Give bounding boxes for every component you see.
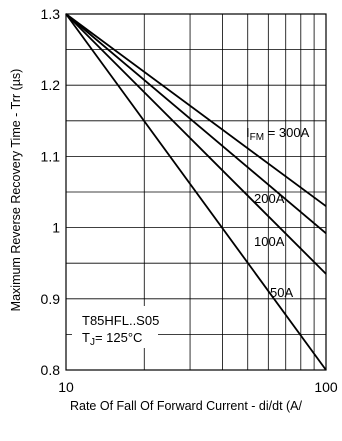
curve-labels: IFM = 300A 200A 100A 50A [246,125,310,300]
annotation-box [72,306,158,348]
y-tick-label: 1.2 [41,77,61,93]
tick-labels: 0.8 0.9 1 1.1 1.2 1.3 10 100 [41,6,338,395]
label-300a: IFM = 300A [246,125,310,143]
y-tick-label: 1.1 [41,148,61,164]
device-annotation: T85HFL..S05 TJ= 125°C [72,306,159,348]
y-tick-label: 0.8 [41,362,61,378]
label-50a: 50A [270,285,293,300]
series-line-50a [65,13,327,371]
y-axis-title: Maximum Reverse Recovery Time - Trr (µs) [9,69,23,312]
y-tick-label: 1.3 [41,6,61,22]
temp-suffix: = 125°C [95,330,142,345]
y-tick-label: 0.9 [41,291,61,307]
temp-sub: J [90,337,95,348]
temp-prefix: T [82,330,90,345]
x-tick-label: 10 [58,379,74,395]
series-line-100a [65,13,327,275]
y-tick-label: 1 [52,220,60,236]
label-200a: 200A [254,191,285,206]
series-line-300a [65,13,327,207]
label-300a-suffix: = 300A [264,125,310,140]
x-tick-label: 100 [314,379,338,395]
plot-frame [65,13,327,371]
series-line-200a [65,13,327,234]
curves [65,13,327,371]
label-100a: 100A [254,234,285,249]
label-300a-prefix: I [246,125,250,140]
temp-label: TJ= 125°C [82,330,142,348]
device-label: T85HFL..S05 [82,313,159,328]
label-300a-sub: FM [250,132,264,143]
x-axis-title: Rate Of Fall Of Forward Current - di/dt … [70,399,303,413]
